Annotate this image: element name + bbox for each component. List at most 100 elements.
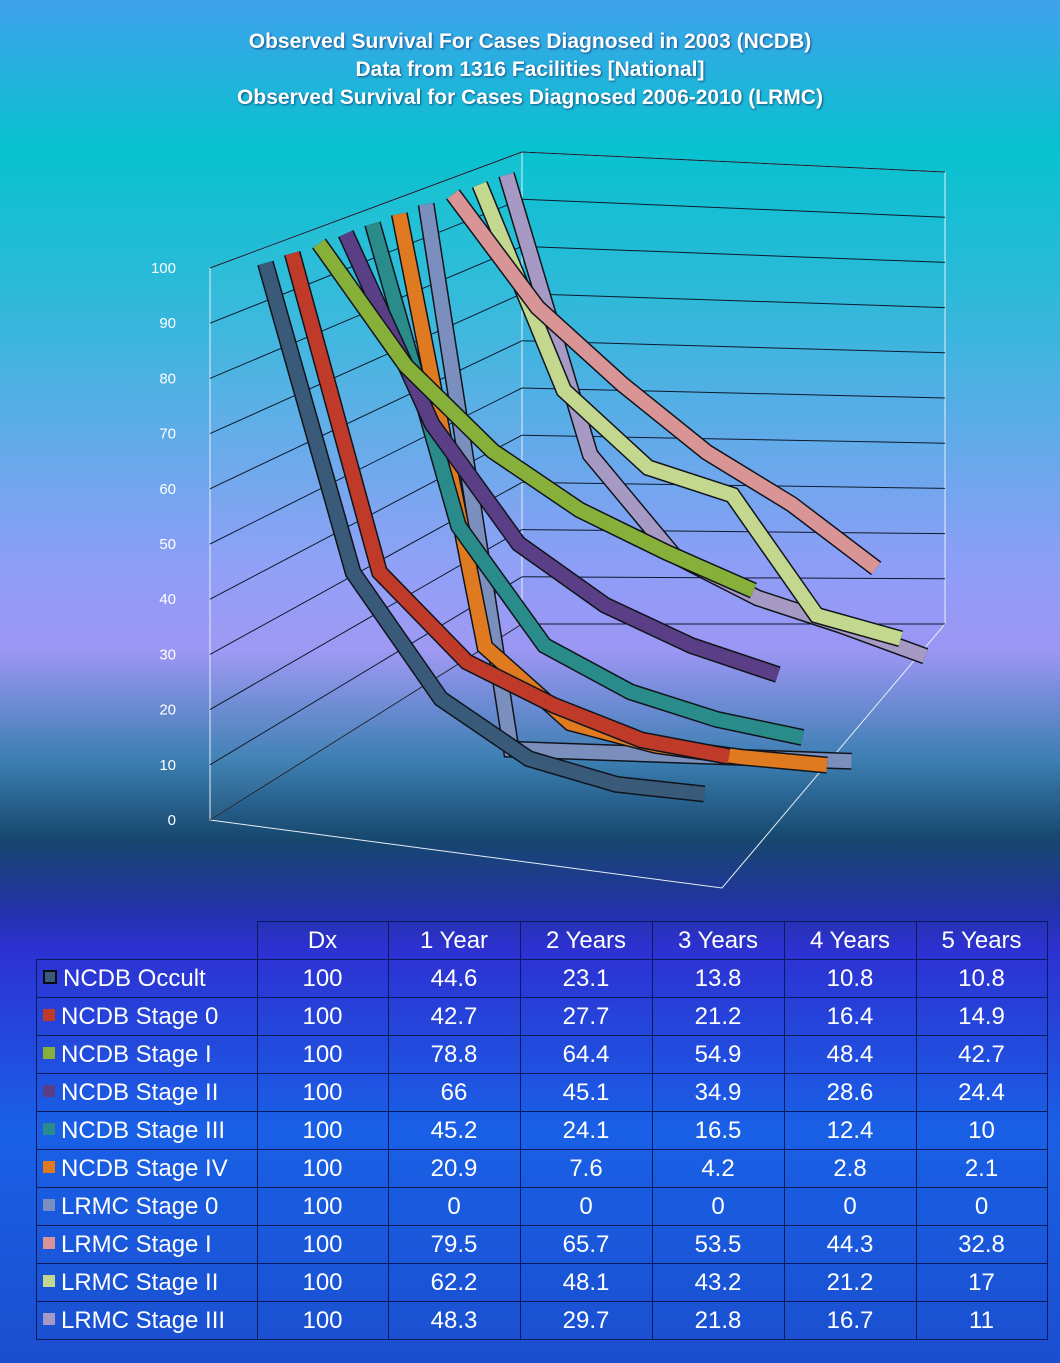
table-cell: 23.1 [519, 959, 653, 998]
table-cell: 34.9 [651, 1073, 785, 1112]
title-line-2: Data from 1316 Facilities [National] [355, 58, 705, 81]
row-label: NCDB Occult [63, 964, 206, 992]
legend-swatch [43, 1123, 55, 1136]
table-cell: 16.7 [783, 1301, 917, 1340]
table-cell: 7.6 [519, 1149, 653, 1188]
series-line [258, 261, 706, 801]
legend-swatch [43, 1199, 55, 1212]
table-cell: 45.2 [387, 1111, 521, 1150]
table-cell: 0 [651, 1187, 785, 1226]
table-cell: 100 [256, 1035, 389, 1074]
legend-entry: LRMC Stage I [36, 1225, 258, 1264]
row-label: NCDB Stage I [61, 1040, 212, 1068]
title-line-3: Observed Survival for Cases Diagnosed 20… [237, 86, 823, 109]
table-cell: 44.6 [387, 959, 521, 998]
gridline-back [521, 151, 946, 173]
row-label: NCDB Stage II [61, 1078, 219, 1106]
table-cell: 48.4 [783, 1035, 917, 1074]
table-cell: 10.8 [783, 959, 917, 998]
title-line-1: Observed Survival For Cases Diagnosed in… [248, 30, 812, 53]
table-cell: 16.5 [651, 1111, 785, 1150]
legend-swatch [43, 970, 57, 985]
table-cell: 10 [915, 1111, 1048, 1150]
table-cell: 43.2 [651, 1263, 785, 1302]
table-row: LRMC Stage II 100 62.2 48.1 43.2 21.2 17 [36, 1263, 1048, 1302]
legend-entry: LRMC Stage II [36, 1263, 258, 1302]
table-cell: 100 [256, 959, 389, 998]
table-cell: 2.1 [915, 1149, 1048, 1188]
row-label: LRMC Stage 0 [61, 1192, 219, 1220]
row-label: NCDB Stage IV [61, 1154, 228, 1182]
legend-entry: NCDB Stage IV [36, 1149, 258, 1188]
series-line [313, 239, 757, 598]
table-cell: 16.4 [783, 997, 917, 1036]
table-cell: 48.1 [519, 1263, 653, 1302]
table-row: LRMC Stage 0 100 0 0 0 0 0 [36, 1187, 1048, 1226]
table-cell: 100 [256, 1149, 389, 1188]
series-line [473, 181, 903, 646]
row-label: LRMC Stage II [61, 1268, 219, 1296]
legend-swatch [43, 1237, 55, 1250]
gridline-back [521, 387, 946, 399]
gridline-left [209, 293, 523, 435]
legend-swatch [43, 1047, 55, 1060]
table-cell: 24.4 [915, 1073, 1048, 1112]
table-cell: 62.2 [387, 1263, 521, 1302]
table-cell: 32.8 [915, 1225, 1048, 1264]
legend-entry: NCDB Stage 0 [36, 997, 258, 1036]
col-header: 5 Years [915, 921, 1048, 960]
table-cell: 10.8 [915, 959, 1048, 998]
table-row: LRMC Stage I 100 79.5 65.7 53.5 44.3 32.8 [36, 1225, 1048, 1264]
y-tick-label: 30 [159, 646, 176, 663]
table-cell: 100 [256, 1111, 389, 1150]
gridline-back [521, 293, 946, 309]
table-cell: 4.2 [651, 1149, 785, 1188]
series-line [285, 251, 731, 764]
legend-swatch [43, 1161, 55, 1174]
table-cell: 100 [256, 1073, 389, 1112]
gridline-back [521, 245, 946, 263]
table-row: NCDB Stage III 100 45.2 24.1 16.5 12.4 10 [36, 1111, 1048, 1150]
gridline-left [209, 340, 523, 490]
table-cell: 0 [783, 1187, 917, 1226]
table-cell: 53.5 [651, 1225, 785, 1264]
table-cell: 29.7 [519, 1301, 653, 1340]
table-cell: 2.8 [783, 1149, 917, 1188]
gridline-left [209, 151, 523, 269]
legend-entry: LRMC Stage 0 [36, 1187, 258, 1226]
series-line [365, 221, 804, 745]
col-header: 1 Year [387, 921, 521, 960]
table-cell: 54.9 [651, 1035, 785, 1074]
y-tick-label: 20 [159, 702, 176, 719]
legend-swatch [43, 1313, 55, 1326]
col-header: 2 Years [519, 921, 653, 960]
table-cell: 100 [256, 1225, 389, 1264]
table-row: LRMC Stage III 100 48.3 29.7 21.8 16.7 11 [36, 1301, 1048, 1340]
table-cell: 21.2 [783, 1263, 917, 1302]
table-cell: 65.7 [519, 1225, 653, 1264]
table-cell: 64.4 [519, 1035, 653, 1074]
survival-3d-line-chart: 0 10 20 30 40 50 60 70 80 90 100 [159, 151, 946, 889]
y-tick-label: 70 [159, 426, 176, 443]
floor-edge [209, 623, 946, 889]
table-corner [37, 922, 258, 960]
row-label: NCDB Stage III [61, 1116, 226, 1144]
table-cell: 13.8 [651, 959, 785, 998]
col-header: 4 Years [783, 921, 917, 960]
y-tick-label: 60 [159, 481, 176, 498]
gridline-back [521, 529, 946, 535]
table-cell: 44.3 [783, 1225, 917, 1264]
table-cell: 45.1 [519, 1073, 653, 1112]
table-cell: 14.9 [915, 997, 1048, 1036]
table-header-row: Dx 1 Year 2 Years 3 Years 4 Years 5 Year… [37, 921, 1048, 960]
series-line [339, 230, 781, 682]
table-cell: 17 [915, 1263, 1048, 1302]
table-cell: 12.4 [783, 1111, 917, 1150]
chart-title: Observed Survival For Cases Diagnosed in… [0, 28, 1060, 112]
table-row: NCDB Stage II 100 66 45.1 34.9 28.6 24.4 [36, 1073, 1048, 1112]
table-cell: 24.1 [519, 1111, 653, 1150]
row-label: LRMC Stage I [61, 1230, 212, 1258]
table-cell: 42.7 [387, 997, 521, 1036]
y-tick-label: 40 [159, 591, 176, 608]
back-wall [521, 151, 946, 625]
